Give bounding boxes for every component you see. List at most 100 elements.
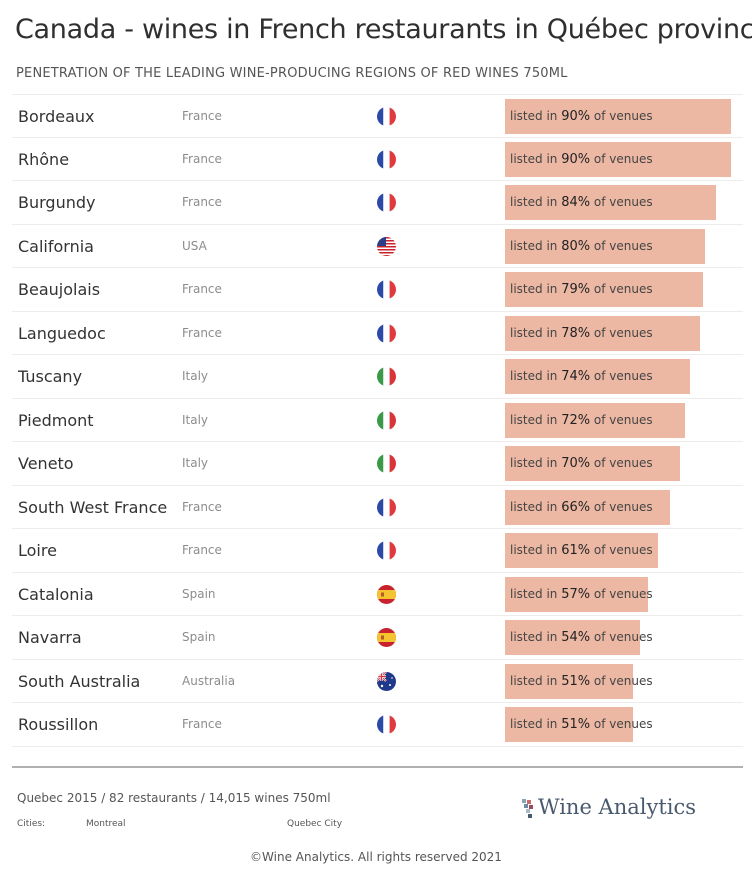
- bar-label-value: 51%: [561, 717, 591, 732]
- bar-label-suffix: of venues: [590, 282, 653, 296]
- bar-value-label: listed in 78% of venues: [510, 316, 653, 351]
- bar-area: listed in 80% of venues: [505, 228, 743, 264]
- italy-flag-icon: [377, 454, 396, 473]
- bar-value-label: listed in 61% of venues: [510, 533, 653, 568]
- cities-label: Cities:: [17, 819, 46, 829]
- bar-value-label: listed in 54% of venues: [510, 620, 653, 655]
- bar-label-suffix: of venues: [590, 238, 653, 253]
- bar-label-suffix: of venues: [590, 456, 653, 470]
- bar-label-suffix: of venues: [590, 369, 653, 383]
- country-name: France: [182, 717, 222, 731]
- table-row: South Australia Australia listed in 51% of…: [12, 660, 743, 703]
- bar-label-suffix: of venues: [590, 325, 653, 340]
- france-flag-icon: [377, 107, 396, 126]
- penetration-bar: [505, 185, 716, 220]
- region-name: South West France: [18, 497, 168, 517]
- table-row: Rhône France listed in 90% of venues: [12, 138, 743, 181]
- bar-area: listed in 79% of venues: [505, 272, 743, 307]
- bar-label-prefix: listed in: [510, 717, 562, 731]
- country-name: Spain: [182, 586, 216, 601]
- table-row: South West France France listed in 66% of …: [12, 486, 743, 529]
- table-row: Navarra Spain listed in 54% of venues: [12, 616, 743, 660]
- city-montreal: Montreal: [86, 819, 126, 829]
- copyright: ©Wine Analytics. All rights reserved 202…: [250, 850, 502, 864]
- bar-area: listed in 90% of venues: [505, 99, 743, 134]
- bar-value-label: listed in 79% of venues: [510, 272, 653, 307]
- bar-label-value: 90%: [561, 151, 591, 167]
- bar-label-prefix: listed in: [510, 195, 562, 209]
- penetration-bar: [505, 663, 633, 699]
- bar-label-value: 61%: [561, 543, 591, 558]
- bar-label-suffix: of venues: [590, 109, 653, 123]
- bar-area: listed in 90% of venues: [505, 141, 743, 177]
- bar-label-value: 78%: [561, 325, 591, 341]
- bar-label-suffix: of venues: [590, 151, 653, 166]
- country-name: Italy: [182, 412, 209, 427]
- usa-flag-icon: [377, 236, 396, 256]
- bar-label-prefix: listed in: [510, 499, 562, 514]
- australia-flag-icon: [377, 671, 396, 691]
- region-name: Languedoc: [18, 323, 106, 343]
- france-flag-icon: [377, 541, 396, 560]
- bar-label-value: 80%: [561, 238, 591, 254]
- bar-label-value: 79%: [561, 282, 591, 297]
- france-flag-icon: [377, 193, 396, 212]
- bar-label-suffix: of venues: [590, 630, 653, 644]
- bar-value-label: listed in 57% of venues: [510, 577, 653, 612]
- bar-label-value: 74%: [561, 369, 591, 384]
- table-row: California USA listed in 80% of venues: [12, 225, 743, 268]
- region-name: Roussillon: [18, 715, 99, 734]
- table-row: Languedoc France listed in 78% of venues: [12, 312, 743, 355]
- bar-value-label: listed in 70% of venues: [510, 446, 653, 481]
- spain-flag-icon: [377, 628, 396, 647]
- country-name: Spain: [182, 630, 216, 644]
- bar-area: listed in 74% of venues: [505, 359, 743, 394]
- bar-label-value: 70%: [561, 456, 591, 471]
- bar-label-prefix: listed in: [510, 109, 562, 123]
- bar-value-label: listed in 74% of venues: [510, 359, 653, 394]
- bar-label-value: 84%: [561, 195, 591, 210]
- city-quebec: Quebec City: [287, 819, 343, 829]
- penetration-bar: [505, 620, 641, 655]
- penetration-bar: [505, 446, 681, 481]
- region-name: South Australia: [18, 671, 141, 691]
- bar-value-label: listed in 84% of venues: [510, 185, 653, 220]
- france-flag-icon: [377, 280, 396, 299]
- bar-value-label: listed in 90% of venues: [510, 99, 653, 134]
- bar-label-suffix: of venues: [590, 499, 653, 514]
- region-name: Catalonia: [18, 584, 94, 604]
- region-name: California: [18, 236, 94, 256]
- country-name: France: [182, 109, 222, 123]
- bar-label-prefix: listed in: [510, 673, 562, 688]
- bar-area: listed in 78% of venues: [505, 315, 743, 351]
- france-flag-icon: [377, 715, 396, 734]
- penetration-bar: [505, 99, 731, 134]
- table-row: Loire France listed in 61% of venues: [12, 529, 743, 573]
- bar-label-prefix: listed in: [510, 586, 562, 601]
- footer-divider: [12, 766, 743, 768]
- logo-mark-icon: [522, 799, 533, 818]
- country-name: France: [182, 195, 222, 209]
- penetration-bar: [505, 533, 658, 568]
- page-subtitle: PENETRATION OF THE LEADING WINE-PRODUCIN…: [16, 66, 568, 81]
- penetration-bar: [505, 402, 686, 438]
- bar-label-suffix: of venues: [590, 412, 653, 427]
- region-name: Veneto: [18, 454, 74, 473]
- country-name: France: [182, 543, 222, 557]
- region-name: Rhône: [18, 149, 70, 169]
- region-name: Burgundy: [18, 193, 96, 212]
- dataset-info: Quebec 2015 / 82 restaurants / 14,015 wi…: [17, 791, 331, 805]
- france-flag-icon: [377, 149, 396, 169]
- bar-label-prefix: listed in: [510, 282, 562, 296]
- bar-label-value: 66%: [561, 499, 591, 515]
- bar-label-value: 54%: [561, 630, 591, 645]
- country-name: France: [182, 151, 222, 166]
- region-name: Bordeaux: [18, 107, 95, 126]
- regions-table: Bordeaux France listed in 90% of venues Rhô…: [12, 94, 743, 747]
- bar-label-value: 51%: [561, 673, 591, 689]
- bar-area: listed in 84% of venues: [505, 185, 743, 220]
- penetration-bar: [505, 141, 731, 177]
- bar-label-prefix: listed in: [510, 238, 562, 253]
- bar-label-suffix: of venues: [590, 195, 653, 209]
- bar-label-value: 57%: [561, 586, 591, 602]
